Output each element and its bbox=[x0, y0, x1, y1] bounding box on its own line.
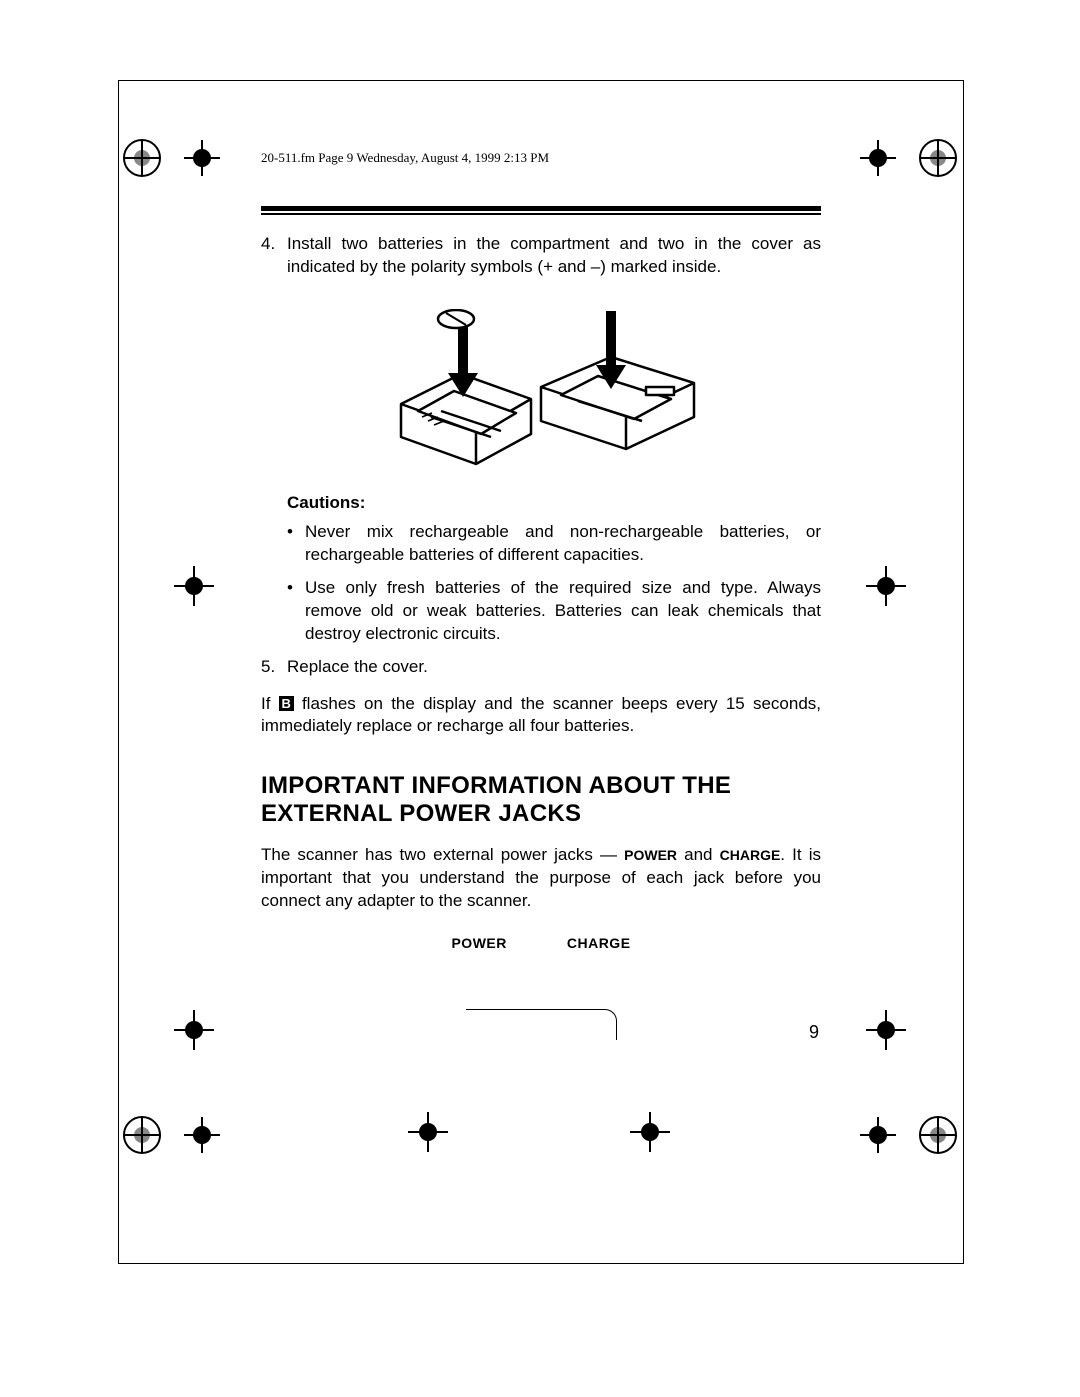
text-part: The scanner has two external power jacks… bbox=[261, 845, 624, 864]
jack-charge-label: CHARGE bbox=[720, 845, 781, 864]
step-number: 5. bbox=[261, 656, 287, 679]
text-prefix: If bbox=[261, 694, 279, 713]
page-number: 9 bbox=[809, 1022, 819, 1043]
crop-mark-bottom-center-left bbox=[398, 1102, 458, 1162]
jacks-paragraph: The scanner has two external power jacks… bbox=[261, 844, 821, 913]
step-number: 4. bbox=[261, 233, 287, 279]
crop-mark-mid2-right bbox=[856, 1000, 916, 1060]
crop-mark-mid-left bbox=[164, 556, 224, 616]
jack-power-label: POWER bbox=[624, 845, 677, 864]
crop-mark-bottom-right bbox=[860, 1095, 970, 1175]
crop-mark-mid-right bbox=[856, 556, 916, 616]
section-heading: IMPORTANT INFORMATION ABOUT THE EXTERNAL… bbox=[261, 772, 821, 828]
bullet-dot: • bbox=[287, 521, 305, 567]
caution-bullet-1: • Never mix rechargeable and non-recharg… bbox=[287, 521, 821, 567]
cautions-label-text: Cautions bbox=[287, 493, 360, 512]
crop-mark-top-left bbox=[110, 122, 220, 202]
crop-mark-bottom-center-right bbox=[620, 1102, 680, 1162]
jack-illustration-fragment bbox=[466, 1009, 617, 1040]
jack-power-text: POWER bbox=[624, 847, 677, 863]
page-content: 20-511.fm Page 9 Wednesday, August 4, 19… bbox=[261, 150, 821, 1040]
page-header: 20-511.fm Page 9 Wednesday, August 4, 19… bbox=[261, 150, 821, 166]
horizontal-double-rule bbox=[261, 206, 821, 215]
step-5: 5. Replace the cover. bbox=[261, 656, 821, 679]
crop-mark-mid2-left bbox=[164, 1000, 224, 1060]
jack-illustration-labels: POWER CHARGE bbox=[261, 935, 821, 951]
step-text: Install two batteries in the compartment… bbox=[287, 233, 821, 279]
text-suffix: flashes on the display and the scanner b… bbox=[261, 694, 821, 736]
battery-icon: B bbox=[279, 696, 294, 711]
cautions-label: Cautions: bbox=[287, 493, 821, 513]
bullet-text: Never mix rechargeable and non-rechargea… bbox=[305, 521, 821, 567]
battery-illustration bbox=[386, 309, 696, 469]
jack-charge-text: CHARGE bbox=[720, 847, 781, 863]
battery-warning-paragraph: If B flashes on the display and the scan… bbox=[261, 693, 821, 739]
text-part: and bbox=[677, 845, 720, 864]
power-label: POWER bbox=[451, 935, 506, 951]
bullet-text: Use only fresh batteries of the required… bbox=[305, 577, 821, 646]
crop-mark-top-right bbox=[860, 122, 970, 202]
crop-mark-bottom-left bbox=[110, 1095, 220, 1175]
charge-label: CHARGE bbox=[567, 935, 631, 951]
caution-bullet-2: • Use only fresh batteries of the requir… bbox=[287, 577, 821, 646]
step-4: 4. Install two batteries in the compartm… bbox=[261, 233, 821, 279]
step-text: Replace the cover. bbox=[287, 656, 821, 679]
bullet-dot: • bbox=[287, 577, 305, 646]
